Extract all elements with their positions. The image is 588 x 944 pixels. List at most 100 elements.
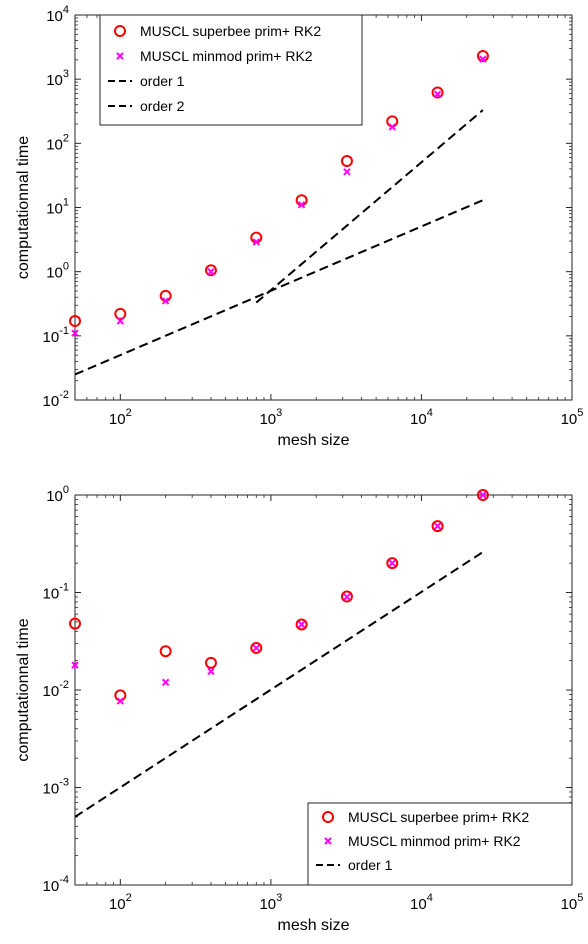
legend-entry: MUSCL minmod prim+ RK2 [116, 48, 313, 64]
x-tick-base: 10 [259, 896, 276, 913]
series-4 [255, 109, 484, 304]
y-tick-exponent: 0 [63, 261, 69, 273]
y-tick-label: 10-2 [43, 389, 69, 410]
x-tick-label: 105 [561, 892, 584, 913]
x-tick-exponent: 3 [276, 407, 282, 419]
data-point [388, 123, 396, 131]
legend-entry: order 1 [108, 73, 185, 89]
y-tick-label: 10-1 [43, 325, 69, 346]
legend-entry: order 2 [108, 98, 185, 114]
x-tick-label: 102 [109, 892, 132, 913]
data-point [252, 644, 260, 652]
legend-label: order 2 [140, 98, 185, 114]
reference-line [74, 551, 484, 818]
series-3 [74, 199, 484, 376]
legend-label: MUSCL superbee prim+ RK2 [140, 23, 321, 39]
x-tick-base: 10 [561, 896, 578, 913]
legend-marker [322, 811, 334, 823]
x-tick-base: 10 [561, 411, 578, 428]
x-axis-label: mesh size [277, 432, 349, 449]
data-point [431, 86, 444, 99]
data-point [207, 267, 215, 276]
y-tick-label: 102 [46, 132, 69, 153]
series-2 [71, 491, 487, 705]
x-tick-exponent: 3 [276, 892, 282, 904]
y-tick-base: 10 [46, 488, 63, 505]
data-point [204, 656, 217, 669]
x-tick-base: 10 [259, 411, 276, 428]
legend-marker [324, 837, 332, 845]
data-point [71, 661, 79, 669]
data-point [476, 489, 489, 501]
data-point [386, 557, 399, 570]
data-point [159, 289, 172, 302]
legend: MUSCL superbee prim+ RK2 MUSCL minmod pri… [307, 802, 573, 886]
y-tick-label: 103 [46, 68, 69, 89]
series-1 [69, 489, 489, 702]
data-point [479, 55, 487, 63]
chart-panel-1: 102 103 104 10510-210-1100101102103104mesh … [15, 4, 583, 449]
series-2 [71, 55, 487, 337]
y-tick-label: 10-1 [43, 582, 69, 603]
data-point [250, 641, 263, 654]
data-point [116, 317, 125, 325]
y-tick-exponent: -1 [59, 325, 69, 337]
data-point [71, 329, 79, 337]
y-tick-label: 100 [46, 484, 69, 505]
x-tick-label: 104 [410, 407, 433, 428]
data-point [204, 264, 217, 277]
y-tick-exponent: -1 [59, 582, 69, 594]
y-tick-exponent: -2 [59, 679, 69, 691]
x-tick-label: 102 [109, 407, 132, 428]
legend-entry: MUSCL superbee prim+ RK2 [114, 23, 321, 39]
y-axis-label: computationnal time [15, 618, 32, 761]
data-point [114, 307, 127, 320]
data-point [388, 559, 396, 567]
data-point [295, 618, 308, 631]
x-tick-base: 10 [410, 896, 427, 913]
legend-marker [114, 25, 126, 37]
legend-marker [116, 52, 124, 60]
x-tick-exponent: 4 [427, 407, 433, 419]
y-tick-base: 10 [43, 683, 60, 700]
data-point [297, 620, 306, 629]
legend-label: MUSCL minmod prim+ RK2 [348, 833, 521, 849]
y-tick-exponent: 4 [63, 4, 69, 16]
legend-box [307, 802, 573, 886]
x-tick-base: 10 [109, 411, 126, 428]
data-point [431, 520, 444, 533]
data-point [252, 238, 260, 246]
x-tick-base: 10 [410, 411, 427, 428]
data-point [161, 678, 170, 686]
data-point [207, 667, 215, 676]
data-point [297, 201, 306, 209]
data-point [476, 49, 489, 62]
x-tick-exponent: 2 [126, 407, 132, 419]
data-point [479, 491, 487, 499]
y-tick-base: 10 [46, 265, 63, 282]
x-axis-label: mesh size [277, 917, 349, 934]
legend-box [99, 14, 363, 126]
y-tick-exponent: 3 [63, 68, 69, 80]
y-tick-base: 10 [46, 201, 63, 218]
legend-label: order 1 [348, 857, 393, 873]
y-tick-base: 10 [43, 781, 60, 798]
y-axis-label: computationnal time [15, 136, 32, 279]
data-point [340, 590, 353, 603]
data-point [116, 697, 125, 705]
y-tick-label: 10-4 [43, 874, 69, 895]
y-tick-base: 10 [43, 393, 60, 410]
data-point [433, 522, 442, 530]
y-tick-exponent: 2 [63, 132, 69, 144]
legend-entry: MUSCL superbee prim+ RK2 [322, 809, 529, 825]
legend-label: order 1 [140, 73, 185, 89]
data-point [161, 297, 170, 305]
y-tick-base: 10 [43, 878, 60, 895]
x-tick-exponent: 5 [577, 892, 583, 904]
x-tick-exponent: 5 [577, 407, 583, 419]
y-tick-base: 10 [43, 329, 60, 346]
y-tick-exponent: -3 [59, 777, 69, 789]
legend: MUSCL superbee prim+ RK2 MUSCL minmod pri… [99, 14, 363, 126]
y-tick-label: 10-3 [43, 777, 69, 798]
